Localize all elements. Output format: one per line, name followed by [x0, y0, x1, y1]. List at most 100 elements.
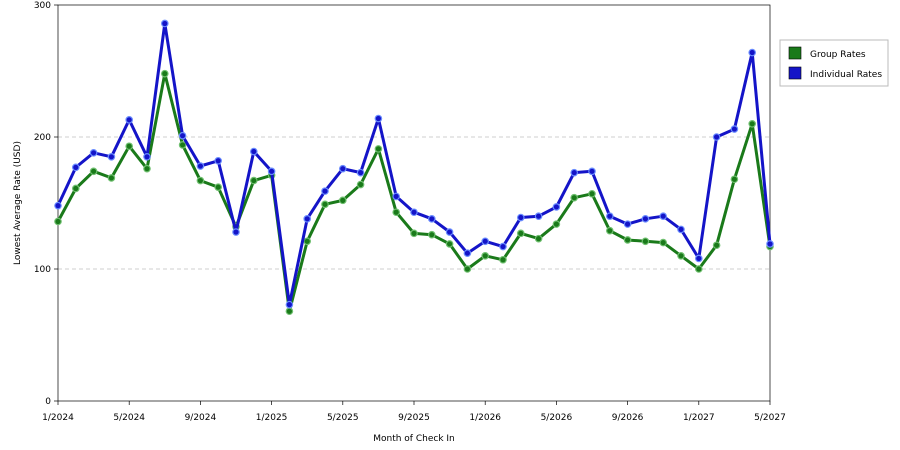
x-tick-label: 9/2026 — [612, 413, 644, 423]
data-point-individual-rates — [748, 48, 757, 57]
data-point-group-rates — [143, 164, 151, 173]
data-point-group-rates — [89, 167, 98, 176]
data-point-individual-rates — [303, 215, 312, 223]
data-point-group-rates — [250, 176, 258, 185]
data-point-individual-rates — [267, 167, 276, 176]
data-point-individual-rates — [481, 237, 490, 246]
data-point-individual-rates — [552, 203, 561, 211]
data-point-individual-rates — [338, 164, 347, 173]
series — [54, 19, 774, 316]
series-line-group-rates — [56, 72, 772, 313]
data-point-individual-rates — [232, 228, 240, 236]
data-point-individual-rates — [321, 187, 329, 195]
data-point-group-rates — [178, 141, 187, 149]
y-tick-label: 100 — [34, 265, 51, 275]
x-axis-label: Month of Check In — [373, 434, 455, 444]
x-tick-label: 5/2025 — [327, 413, 359, 423]
data-point-individual-rates — [712, 133, 721, 141]
data-point-individual-rates — [677, 225, 685, 234]
data-point-group-rates — [534, 234, 543, 243]
data-point-individual-rates — [178, 131, 187, 140]
data-point-individual-rates — [588, 167, 596, 176]
axes — [57, 4, 771, 402]
x-tick-label: 1/2026 — [469, 413, 501, 423]
data-point-individual-rates — [570, 168, 579, 177]
legend-swatch-group-rates — [788, 46, 802, 60]
data-point-group-rates — [196, 176, 205, 185]
data-point-individual-rates — [107, 153, 116, 161]
data-point-individual-rates — [463, 249, 472, 257]
data-point-group-rates — [107, 174, 116, 182]
data-point-individual-rates — [392, 192, 401, 201]
data-point-group-rates — [161, 69, 169, 78]
data-point-group-rates — [72, 184, 80, 193]
data-point-group-rates — [374, 145, 383, 153]
legend-label-individual-rates: Individual Rates — [810, 70, 882, 80]
data-point-individual-rates — [641, 215, 650, 223]
y-tick-label: 300 — [34, 1, 51, 11]
data-point-group-rates — [677, 252, 685, 260]
x-tick-label: 1/2024 — [42, 413, 74, 423]
data-point-individual-rates — [374, 114, 383, 123]
data-point-individual-rates — [54, 201, 62, 210]
data-point-group-rates — [570, 193, 579, 202]
data-point-individual-rates — [766, 240, 774, 248]
data-point-group-rates — [303, 237, 312, 246]
data-point-group-rates — [463, 265, 472, 273]
legend-label-group-rates: Group Rates — [810, 50, 866, 60]
data-point-group-rates — [588, 189, 596, 198]
data-point-group-rates — [445, 240, 454, 248]
data-point-individual-rates — [285, 300, 294, 309]
y-tick-label: 0 — [45, 397, 51, 407]
data-point-individual-rates — [605, 212, 614, 221]
gridlines — [58, 136, 770, 270]
y-axis-ticks: 0 100 200 300 — [34, 1, 58, 407]
x-axis-ticks: 1/2024 5/2024 9/2024 1/2025 5/2025 9/2025 1/20… — [42, 401, 786, 423]
data-point-individual-rates — [499, 242, 507, 251]
data-point-individual-rates — [250, 147, 258, 156]
data-point-individual-rates — [214, 156, 223, 165]
data-point-individual-rates — [196, 162, 205, 170]
data-point-individual-rates — [730, 125, 739, 133]
data-point-group-rates — [730, 175, 739, 184]
data-point-individual-rates — [89, 149, 98, 157]
data-point-group-rates — [321, 200, 329, 209]
data-point-group-rates — [605, 226, 614, 235]
data-point-group-rates — [54, 217, 62, 226]
x-tick-label: 5/2026 — [541, 413, 573, 423]
series-group-rates — [54, 69, 774, 316]
data-point-individual-rates — [427, 215, 436, 223]
data-point-group-rates — [214, 183, 223, 191]
data-point-individual-rates — [72, 163, 80, 172]
data-point-individual-rates — [125, 116, 134, 124]
data-point-group-rates — [516, 229, 525, 238]
data-point-group-rates — [623, 236, 632, 244]
data-point-group-rates — [356, 180, 365, 189]
data-point-group-rates — [125, 142, 134, 151]
data-point-group-rates — [659, 238, 668, 247]
data-point-individual-rates — [516, 213, 525, 222]
y-axis-label: Lowest Average Rate (USD) — [13, 141, 23, 265]
x-tick-label: 5/2024 — [113, 413, 145, 423]
data-point-individual-rates — [445, 228, 454, 236]
x-tick-label: 9/2025 — [398, 413, 430, 423]
x-tick-label: 9/2024 — [185, 413, 217, 423]
data-point-individual-rates — [694, 254, 703, 263]
data-point-group-rates — [410, 229, 418, 238]
data-point-group-rates — [641, 237, 650, 246]
data-point-individual-rates — [161, 19, 169, 28]
series-line-individual-rates — [56, 22, 772, 307]
legend: Group Rates Individual Rates — [779, 39, 889, 87]
data-point-individual-rates — [143, 153, 151, 161]
series-individual-rates — [54, 19, 774, 309]
data-point-group-rates — [712, 241, 721, 250]
data-point-group-rates — [499, 255, 507, 264]
data-point-individual-rates — [356, 168, 365, 177]
data-point-individual-rates — [659, 212, 668, 221]
x-tick-label: 1/2027 — [683, 413, 715, 423]
data-point-individual-rates — [534, 212, 543, 221]
data-point-group-rates — [694, 265, 703, 273]
data-point-group-rates — [748, 120, 757, 128]
